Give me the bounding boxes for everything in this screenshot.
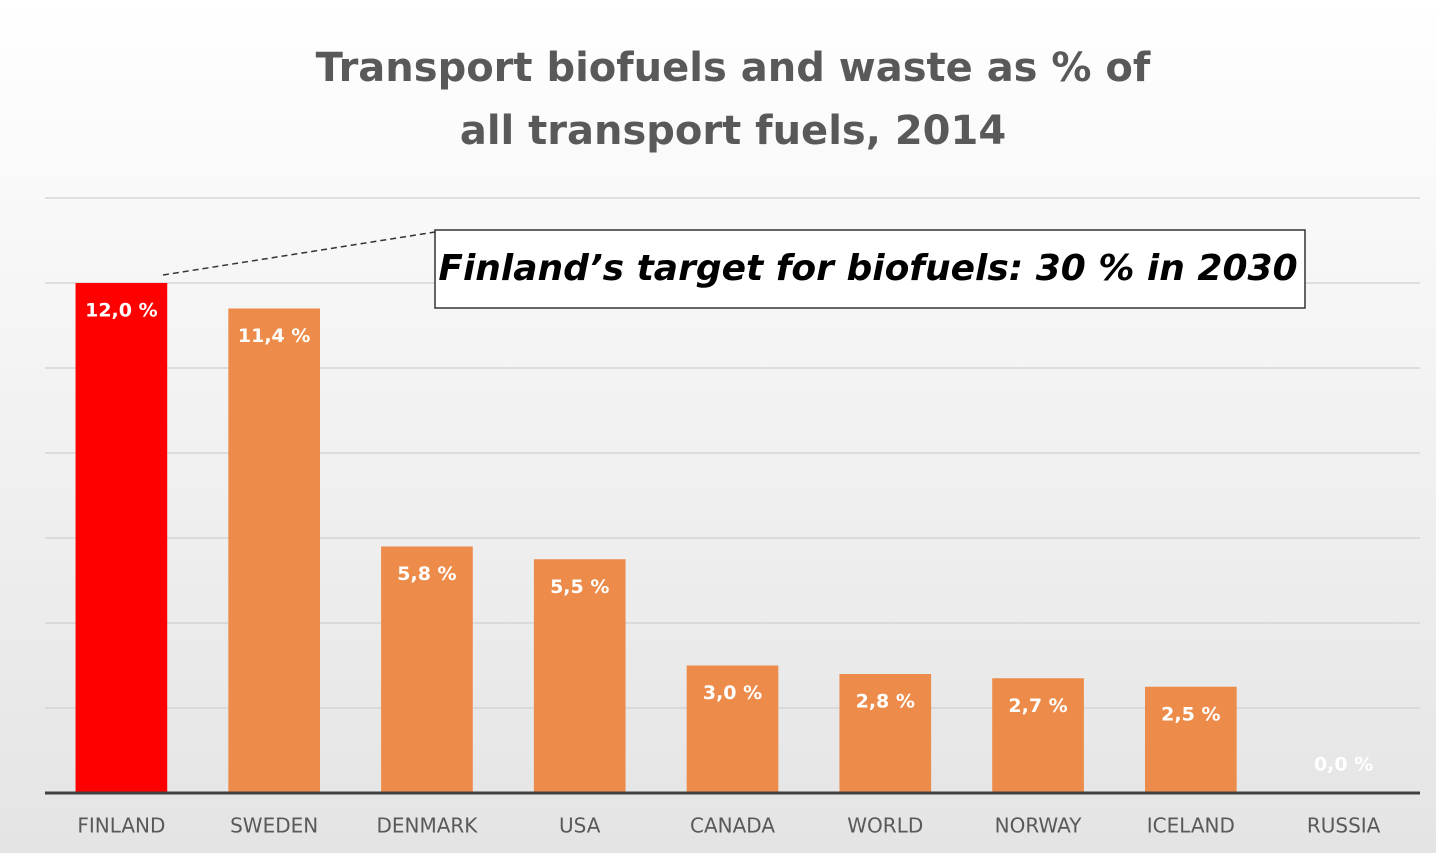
x-tick-label: CANADA [690,814,775,838]
x-tick-label: ICELAND [1147,814,1235,838]
bar [533,559,626,793]
chart-title: all transport fuels, 2014 [460,108,1006,154]
data-label: 5,8 % [397,563,456,585]
x-tick-label: SWEDEN [230,814,318,838]
x-tick-label: RUSSIA [1307,814,1381,838]
bar [839,674,932,793]
bar [992,678,1084,793]
data-label: 5,5 % [550,576,609,598]
x-tick-label: WORLD [847,814,923,838]
bar [686,665,779,793]
data-label: 12,0 % [85,300,158,322]
bar [381,546,473,793]
x-tick-label: FINLAND [77,814,165,838]
annotation: Finland’s target for biofuels: 30 % in 2… [438,248,1297,289]
data-label: 11,4 % [238,325,311,347]
data-label: 2,5 % [1161,703,1220,725]
annotation-leader [162,231,436,276]
chart-title: Transport biofuels and waste as % of [316,45,1151,91]
bar [75,283,168,793]
x-tick-label: NORWAY [995,814,1083,838]
data-label: 2,7 % [1008,695,1067,717]
data-label: 3,0 % [703,682,762,704]
bar [228,308,320,793]
x-tick-label: USA [559,814,601,838]
x-tick-label: DENMARK [376,814,478,838]
data-label: 2,8 % [856,691,915,713]
plot: FINLAND 12,0 % SWEDEN 11,4 % DENMARK 5,8 % USA… [45,197,1420,838]
bar [1145,686,1237,793]
data-label: 0,0 % [1314,754,1373,776]
annotation-box [434,229,1306,309]
